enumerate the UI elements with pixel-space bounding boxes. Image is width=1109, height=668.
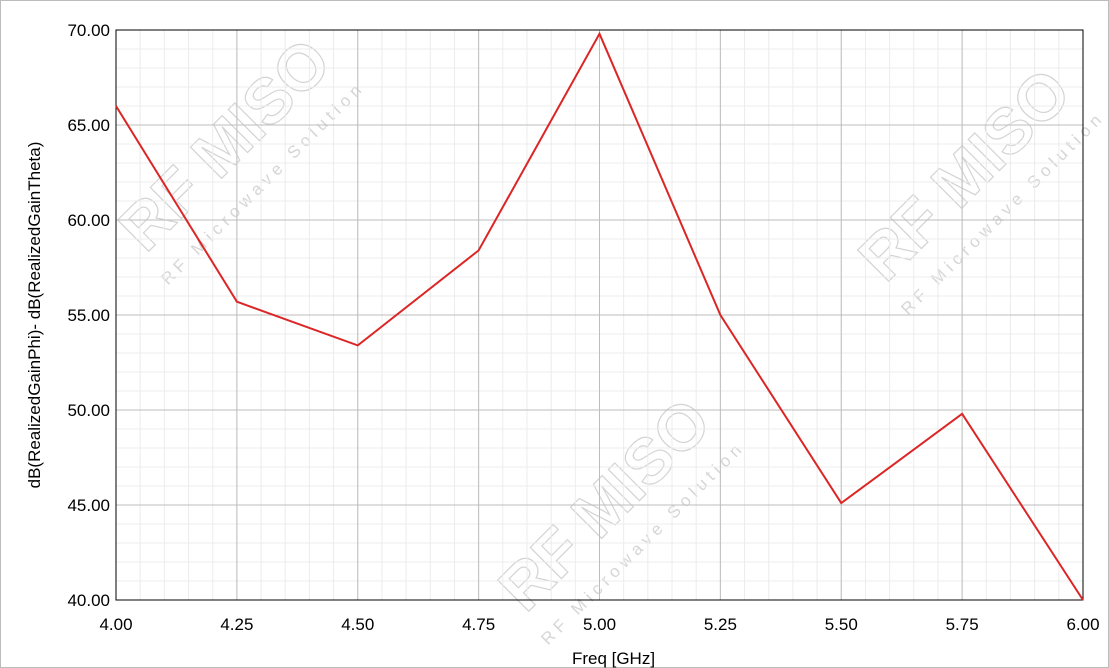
y-axis-title: dB(RealizedGainPhi)- dB(RealizedGainThet… (25, 142, 44, 489)
y-tick-label: 45.00 (67, 496, 110, 515)
x-tick-label: 4.50 (341, 615, 374, 634)
plot-area-border (115, 29, 1084, 601)
x-tick-label: 5.00 (583, 615, 616, 634)
y-axis-ticks: 70.00 65.00 60.00 55.00 50.00 45.00 40.00 (67, 21, 110, 610)
x-tick-label: 4.25 (220, 615, 253, 634)
y-tick-label: 60.00 (67, 211, 110, 230)
x-tick-label: 4.00 (99, 615, 132, 634)
y-tick-label: 50.00 (67, 401, 110, 420)
y-tick-label: 65.00 (67, 116, 110, 135)
x-tick-label: 6.00 (1066, 615, 1099, 634)
x-tick-label: 4.75 (462, 615, 495, 634)
x-axis-ticks: 4.00 4.25 4.50 4.75 5.00 5.25 5.50 5.75 6.00 (99, 615, 1099, 634)
x-tick-label: 5.50 (825, 615, 858, 634)
y-tick-label: 55.00 (67, 306, 110, 325)
x-axis-title: Freq [GHz] (572, 649, 655, 668)
x-tick-label: 5.75 (946, 615, 979, 634)
series-layer (115, 31, 1084, 601)
x-tick-label: 5.25 (704, 615, 737, 634)
y-tick-label: 40.00 (67, 591, 110, 610)
y-tick-label: 70.00 (67, 21, 110, 40)
